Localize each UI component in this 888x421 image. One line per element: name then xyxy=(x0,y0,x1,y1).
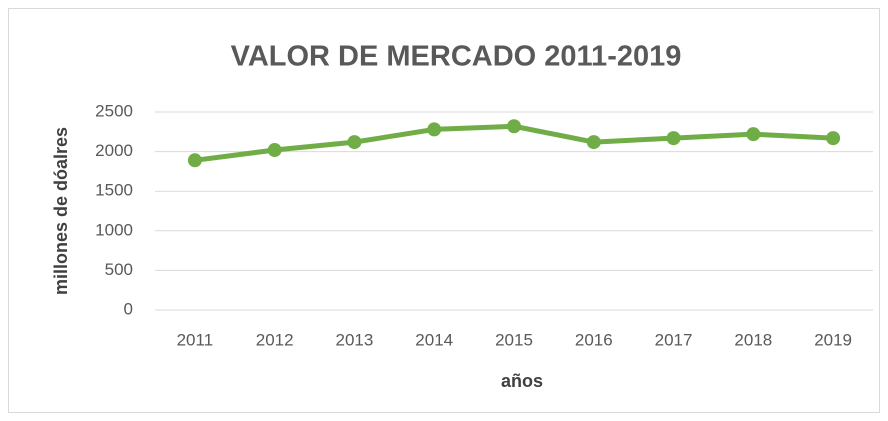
x-tick-label: 2017 xyxy=(655,330,693,349)
y-tick-label: 2000 xyxy=(95,141,133,160)
x-tick-label: 2018 xyxy=(734,330,772,349)
y-tick-label: 1500 xyxy=(95,181,133,200)
marker xyxy=(347,135,362,150)
x-tick-label: 2016 xyxy=(575,330,613,349)
marker xyxy=(427,122,442,137)
y-axis-title: millones de dóalres xyxy=(51,127,71,295)
marker xyxy=(267,143,282,158)
y-tick-label: 2500 xyxy=(95,101,133,120)
y-tick-label: 0 xyxy=(124,299,133,318)
chart-title: VALOR DE MERCADO 2011-2019 xyxy=(231,41,682,73)
x-tick-label: 2015 xyxy=(495,330,533,349)
marker xyxy=(586,135,601,150)
x-tick-label: 2019 xyxy=(814,330,852,349)
chart-frame xyxy=(8,8,880,413)
x-tick-label: 2012 xyxy=(256,330,294,349)
marker xyxy=(746,127,761,142)
y-tick-label: 500 xyxy=(105,260,133,279)
marker xyxy=(187,153,202,168)
marker xyxy=(666,131,681,146)
y-tick-label: 1000 xyxy=(95,220,133,239)
x-tick-label: 2011 xyxy=(177,330,214,349)
marker xyxy=(507,119,521,134)
x-axis-title: años xyxy=(501,371,543,391)
x-tick-label: 2014 xyxy=(415,330,453,349)
marker xyxy=(826,131,841,146)
x-tick-label: 2013 xyxy=(336,330,374,349)
